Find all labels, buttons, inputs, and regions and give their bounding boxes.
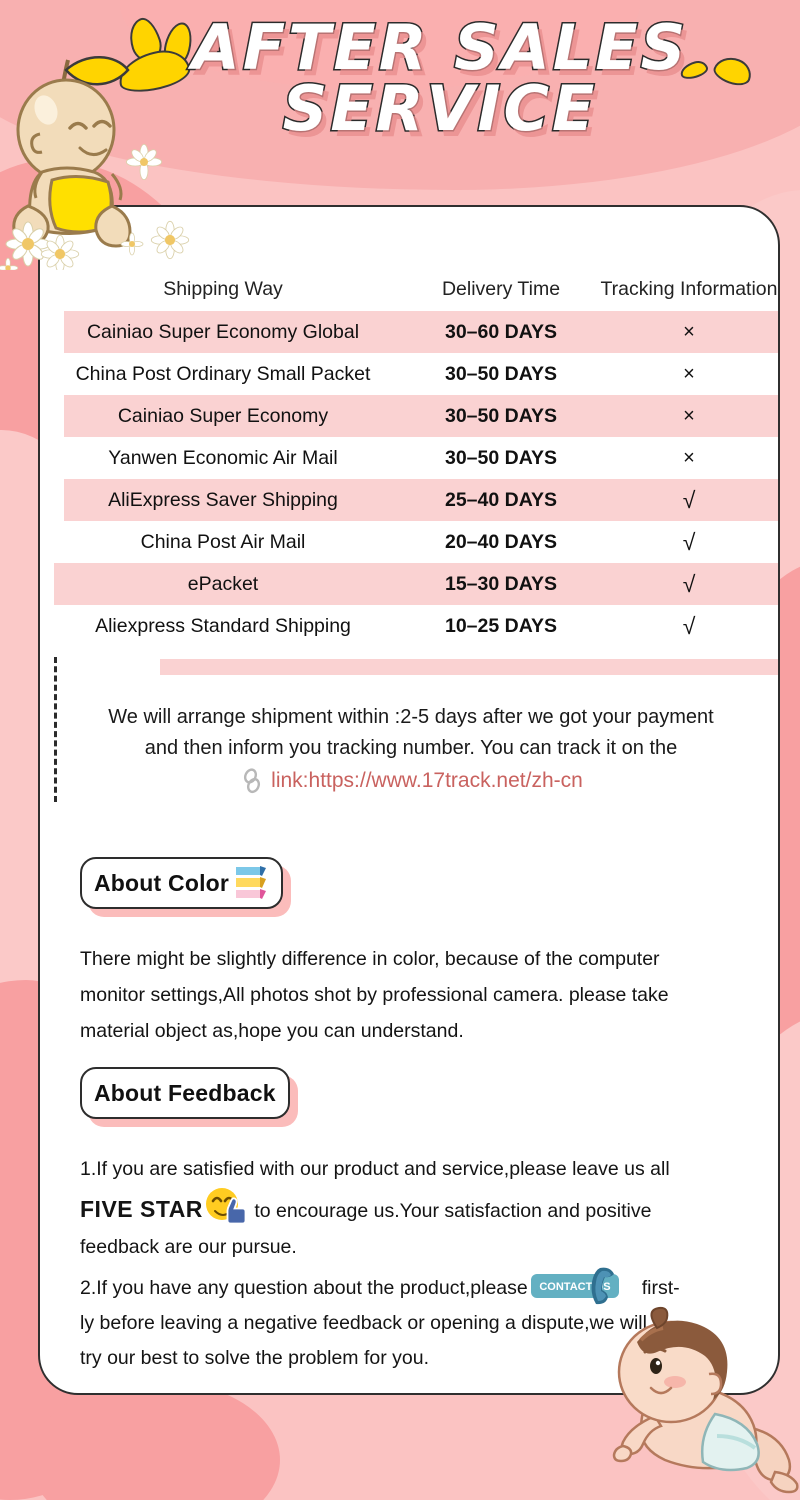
about-color-badge[interactable]: About Color [80, 857, 284, 909]
cell-shipping-way: Yanwen Economic Air Mail [108, 446, 338, 469]
cell-delivery-time: 25–40 DAYS [444, 488, 558, 511]
cell-tracking-check-icon: √ [682, 528, 696, 555]
cell-delivery-time: 30–50 DAYS [444, 362, 558, 385]
about-color-line-1: There might be slightly difference in co… [80, 948, 660, 970]
about-feedback-label: About Feedback [94, 1079, 276, 1106]
feedback-line-1: 1.If you are satisfied with our product … [80, 1158, 670, 1180]
cell-delivery-time: 30–60 DAYS [444, 320, 558, 343]
table-bottom-stripe [160, 659, 778, 675]
about-feedback-badge[interactable]: About Feedback [80, 1067, 290, 1119]
shipping-table: Shipping Way Delivery Time Tracking Info… [40, 267, 778, 675]
cell-delivery-time: 30–50 DAYS [444, 404, 558, 427]
cell-tracking-cross-icon: × [683, 446, 695, 469]
cell-delivery-time: 10–25 DAYS [444, 614, 558, 637]
cell-tracking-check-icon: √ [682, 486, 696, 513]
about-color-line-2: monitor settings,All photos shot by prof… [80, 983, 669, 1006]
cell-tracking-cross-icon: × [683, 362, 695, 385]
shipping-note: We will arrange shipment within :2-5 day… [40, 702, 778, 794]
daisy-flower-icon [0, 143, 190, 270]
feedback-line-2: FIVE STAR to encourage us.Your satisfact… [80, 1187, 752, 1230]
table-row[interactable]: Cainiao Super Economy 30–50 DAYS × [40, 395, 778, 437]
feedback-line-6: try our best to solve the problem for yo… [80, 1346, 430, 1369]
cell-tracking-cross-icon: × [683, 320, 695, 343]
cell-shipping-way: AliExpress Saver Shipping [108, 488, 338, 511]
column-header-shipping-way: Shipping Way [163, 277, 283, 300]
feedback-line-4: 2.If you have any question about the pro… [80, 1266, 752, 1306]
baby-crawling-icon [612, 1306, 799, 1494]
about-color-label: About Color [94, 869, 230, 896]
table-row[interactable]: China Post Air Mail 20–40 DAYS √ [40, 521, 778, 563]
contact-us-button-icon[interactable]: CONTACT US [530, 1266, 640, 1306]
cell-shipping-way: China Post Ordinary Small Packet [75, 362, 371, 385]
highlighter-markers-icon [236, 866, 267, 899]
smiley-thumbs-up-icon [205, 1188, 247, 1225]
about-feedback-text: 1.If you are satisfied with our product … [80, 1152, 752, 1376]
decorative-dashed-line [54, 657, 57, 802]
column-header-delivery-time: Delivery Time [441, 277, 561, 300]
shipping-note-line-1: We will arrange shipment within :2-5 day… [108, 706, 714, 728]
feedback-line-2-tail: to encourage us.Your satisfaction and po… [254, 1200, 652, 1223]
table-row[interactable]: China Post Ordinary Small Packet 30–50 D… [40, 353, 778, 395]
five-star-text: FIVE STAR [80, 1196, 203, 1223]
table-row[interactable]: Yanwen Economic Air Mail 30–50 DAYS × [40, 437, 778, 479]
title-line-1: AFTER SALES [190, 11, 689, 84]
cell-tracking-cross-icon: × [683, 404, 695, 427]
tracking-link[interactable]: link:https://www.17track.net/zh-cn [271, 769, 583, 792]
column-header-tracking-information: Tracking Information [600, 277, 778, 300]
cell-delivery-time: 15–30 DAYS [444, 572, 558, 595]
shipping-note-line-2: and then inform you tracking number. You… [144, 737, 678, 759]
about-color-text: There might be slightly difference in co… [80, 942, 752, 1050]
feedback-line-4-head: 2.If you have any question about the pro… [80, 1276, 528, 1299]
cell-delivery-time: 30–50 DAYS [444, 446, 558, 469]
page-title: AFTER SALES SERVICE [150, 11, 730, 145]
content-card: Shipping Way Delivery Time Tracking Info… [38, 205, 780, 1395]
cell-tracking-check-icon: √ [682, 570, 696, 597]
feedback-line-3: feedback are our pursue. [80, 1236, 297, 1259]
cell-shipping-way: Cainiao Super Economy [117, 404, 329, 427]
cell-shipping-way: Aliexpress Standard Shipping [95, 614, 351, 637]
table-row[interactable]: AliExpress Saver Shipping 25–40 DAYS √ [40, 479, 778, 521]
telephone-handset-icon [591, 1267, 614, 1304]
cell-tracking-check-icon: √ [682, 612, 696, 639]
table-row[interactable]: Aliexpress Standard Shipping 10–25 DAYS … [40, 605, 778, 647]
table-row[interactable]: Cainiao Super Economy Global 30–60 DAYS … [40, 311, 778, 353]
title-line-2: SERVICE [281, 71, 598, 145]
table-header-row: Shipping Way Delivery Time Tracking Info… [40, 267, 778, 311]
baby-sitting-icon [0, 56, 190, 270]
chain-link-icon [244, 768, 261, 794]
feedback-line-4-tail: first- [641, 1276, 680, 1299]
background-blob [30, 1380, 280, 1500]
cell-shipping-way: Cainiao Super Economy Global [86, 320, 360, 343]
cell-shipping-way: China Post Air Mail [140, 530, 306, 553]
feedback-line-5: ly before leaving a negative feedback or… [80, 1311, 647, 1334]
cell-shipping-way: ePacket [187, 572, 259, 595]
cell-delivery-time: 20–40 DAYS [444, 530, 558, 553]
table-row[interactable]: ePacket 15–30 DAYS √ [40, 563, 778, 605]
about-color-line-3: material object as,hope you can understa… [80, 1019, 464, 1042]
